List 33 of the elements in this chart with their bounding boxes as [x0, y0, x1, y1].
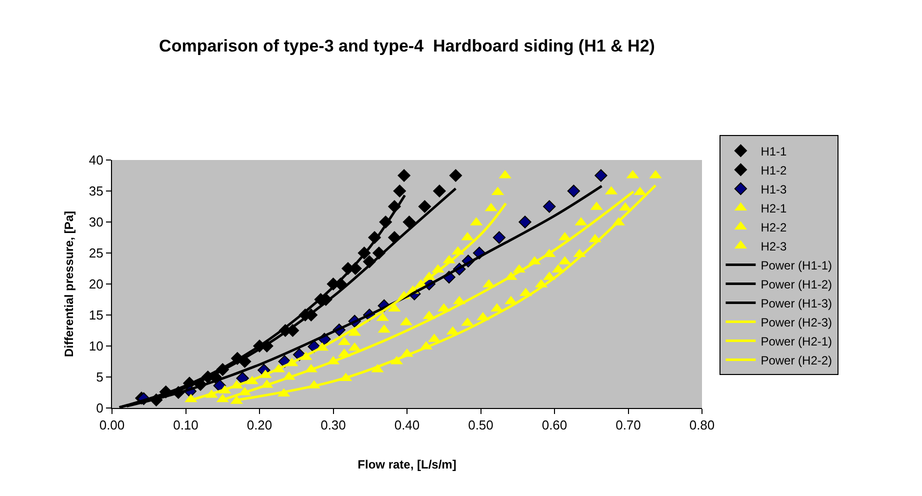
- legend-label: H2-2: [760, 220, 788, 234]
- x-tick-label: 0.20: [246, 418, 272, 433]
- legend-label: H1-2: [760, 163, 788, 178]
- legend-label: H2-3: [760, 239, 788, 254]
- legend-label: H2-1: [760, 201, 788, 216]
- y-tick-label: 5: [96, 370, 104, 385]
- legend-label: Power (H1-3): [760, 296, 832, 310]
- x-axis-title: Flow rate, [L/s/m]: [358, 458, 456, 472]
- x-tick-label: 0.30: [320, 418, 346, 433]
- x-tick-label: 0.50: [468, 418, 494, 433]
- legend-label: Power (H1-2): [760, 277, 832, 292]
- x-tick-label: 0.60: [542, 418, 568, 433]
- legend-label: Power (H2-1): [760, 334, 832, 348]
- y-tick-label: 10: [88, 338, 104, 354]
- y-tick-label: 15: [88, 308, 104, 323]
- y-tick-label: 0: [96, 400, 104, 416]
- x-tick-label: 0.40: [394, 418, 420, 433]
- y-tick-label: 20: [88, 276, 104, 292]
- x-tick-label: 0.70: [616, 418, 641, 433]
- legend-label: H1-3: [760, 182, 788, 196]
- x-tick-label: 0.10: [173, 418, 198, 433]
- legend-label: Power (H2-3): [760, 315, 832, 330]
- legend-label: Power (H2-2): [760, 353, 832, 368]
- x-tick-label: 0.80: [689, 418, 715, 433]
- legend-label: H1-1: [760, 144, 788, 158]
- legend-label: Power (H1-1): [760, 258, 832, 272]
- y-axis-title: Differential pressure, [Pa]: [62, 210, 76, 358]
- y-tick-label: 40: [88, 152, 104, 168]
- y-tick-label: 25: [88, 246, 104, 261]
- y-tick-label: 35: [88, 184, 104, 199]
- chart-title: Comparison of type-3 and type-4 Hardboard siding (H1 & H2): [159, 36, 655, 56]
- x-tick-label: 0.00: [99, 418, 125, 433]
- y-tick-label: 30: [88, 214, 104, 230]
